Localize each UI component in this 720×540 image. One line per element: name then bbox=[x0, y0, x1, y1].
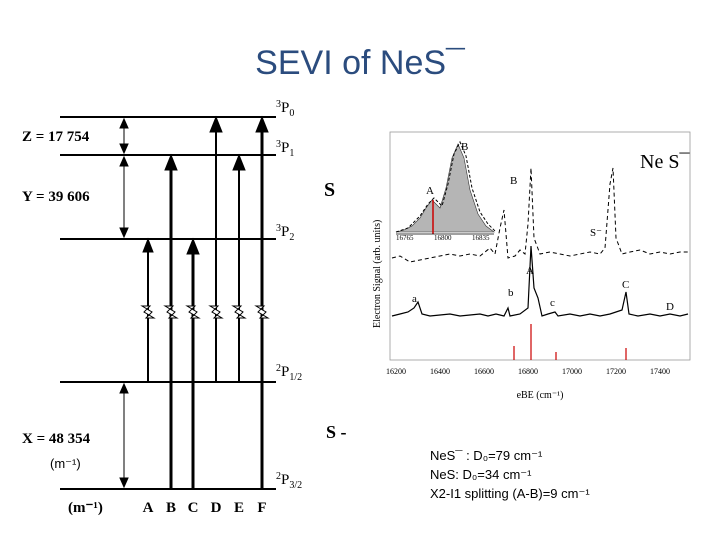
x-tick: 16600 bbox=[474, 367, 494, 376]
unit-left-label: (m⁻¹) bbox=[50, 456, 81, 471]
x-tick: 16800 bbox=[518, 367, 538, 376]
energy-y: Y = 39 606 bbox=[22, 189, 90, 205]
slide-title: SEVI of NeS¯ bbox=[255, 44, 465, 82]
inset-ticks: 16765 16800 16835 bbox=[396, 234, 490, 242]
neutral-solid-trace bbox=[391, 245, 689, 317]
inset-tick: 16835 bbox=[472, 234, 490, 242]
transition-label: B bbox=[166, 500, 176, 516]
peak-label-b: b bbox=[508, 287, 514, 299]
spectrum-frame bbox=[389, 131, 691, 361]
molecule-label: Ne S¯ bbox=[640, 151, 690, 173]
level-labels: 3P0 3P1 3P2 2P1/2 2P3/2 bbox=[276, 99, 302, 491]
energy-z: Z = 17 754 bbox=[22, 129, 90, 145]
spectrum-inset: A B 16765 16800 16835 bbox=[394, 134, 497, 242]
species-neutral-label: S bbox=[324, 179, 335, 201]
transition-arrows bbox=[142, 115, 269, 489]
transition-labels: A B C D E F bbox=[143, 500, 267, 516]
peak-labels: a b A c C D bbox=[412, 265, 674, 313]
label-dash-b: B bbox=[510, 175, 517, 187]
peak-label-D: D bbox=[666, 301, 674, 313]
transition-label: A bbox=[143, 500, 154, 516]
label-s-minus: S⁻ bbox=[590, 227, 602, 239]
axis-break-marks bbox=[140, 305, 270, 319]
dissociation-notes: NeS¯ : D₀=79 cm⁻¹ NeS: D₀=34 cm⁻¹ X2-I1 … bbox=[430, 446, 590, 503]
unit-bottom-label: (m⁻¹) bbox=[68, 500, 103, 516]
label-2p32: 2P3/2 bbox=[276, 471, 302, 491]
stick-spectrum bbox=[513, 324, 627, 360]
note-splitting: X2-I1 splitting (A-B)=9 cm⁻¹ bbox=[430, 486, 590, 501]
energy-x: X = 48 354 bbox=[22, 431, 91, 447]
level-lines bbox=[60, 116, 276, 490]
peak-label-c: c bbox=[550, 297, 555, 309]
arrow-D bbox=[209, 115, 223, 133]
label-3p1: 3P1 bbox=[276, 139, 294, 159]
inset-tick: 16765 bbox=[396, 234, 414, 242]
inset-trace bbox=[395, 140, 497, 233]
x-tick: 17400 bbox=[650, 367, 670, 376]
peak-label-C: C bbox=[622, 279, 629, 291]
label-3p2: 3P2 bbox=[276, 223, 294, 243]
note-anion-d0: NeS¯ : D₀=79 cm⁻¹ bbox=[430, 448, 543, 463]
transition-label: C bbox=[188, 500, 199, 516]
inset-peak-area bbox=[395, 143, 495, 233]
inset-label-b: B bbox=[461, 141, 468, 153]
sevi-spectrum: Electron Signal (arb. units) Ne S¯ A B 1… bbox=[372, 131, 691, 401]
spectrum-ylabel: Electron Signal (arb. units) bbox=[372, 220, 383, 328]
transition-label: D bbox=[211, 500, 222, 516]
peak-label-a: a bbox=[412, 293, 417, 305]
peak-label-A: A bbox=[526, 265, 534, 277]
x-tick: 16200 bbox=[386, 367, 406, 376]
anion-dashed-trace bbox=[391, 167, 688, 263]
arrow-C bbox=[186, 237, 200, 255]
arrow-E bbox=[232, 153, 246, 171]
label-3p0: 3P0 bbox=[276, 99, 294, 119]
x-tick: 17000 bbox=[562, 367, 582, 376]
species-anion-label: S - bbox=[326, 422, 347, 442]
label-2p12: 2P1/2 bbox=[276, 363, 302, 383]
splitting-arrows bbox=[119, 117, 129, 489]
transition-label: E bbox=[234, 500, 244, 516]
arrow-F bbox=[255, 115, 269, 133]
arrow-B bbox=[164, 153, 178, 171]
x-tick: 17200 bbox=[606, 367, 626, 376]
energy-labels: Z = 17 754 Y = 39 606 X = 48 354 bbox=[22, 129, 91, 447]
x-tick-labels: 16200 16400 16600 16800 17000 17200 1740… bbox=[386, 367, 670, 376]
x-tick: 16400 bbox=[430, 367, 450, 376]
inset-label-a: A bbox=[426, 185, 434, 197]
note-neutral-d0: NeS: D₀=34 cm⁻¹ bbox=[430, 467, 532, 482]
arrow-A bbox=[142, 237, 154, 253]
spectrum-xlabel: eBE (cm⁻¹) bbox=[517, 390, 564, 401]
inset-tick: 16800 bbox=[434, 234, 452, 242]
transition-label: F bbox=[257, 500, 266, 516]
